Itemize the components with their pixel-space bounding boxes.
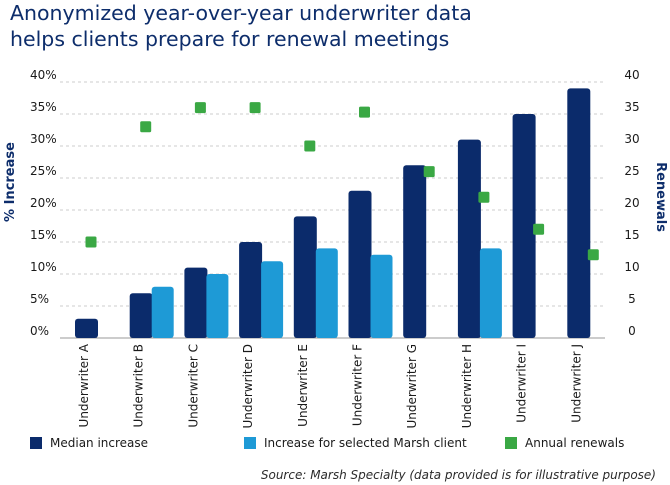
right-tick-label: 35 [624, 100, 639, 114]
left-tick-label: 15% [30, 228, 57, 242]
right-tick-label: 20 [624, 196, 639, 210]
bars-group [75, 88, 591, 339]
right-axis-ticks: 0 5 10 15 20 25 30 35 40 [624, 68, 639, 338]
y-axis-label-right: Renewals [653, 162, 668, 232]
renewal-point [423, 166, 435, 178]
x-tick-label: Underwriter A [77, 343, 91, 427]
x-tick-label: Underwriter H [460, 344, 474, 428]
renewal-point [587, 249, 599, 261]
bar-client [315, 248, 338, 338]
legend-median-swatch [30, 437, 42, 449]
renewal-point [304, 140, 316, 152]
x-tick-label: Underwriter G [405, 344, 419, 429]
x-tick-label: Underwriter C [186, 344, 200, 428]
bar-median [129, 293, 153, 338]
legend-median-label: Median increase [50, 436, 149, 450]
x-tick-label: Underwriter B [132, 344, 146, 427]
renewal-points-group [85, 102, 599, 261]
legend-client-swatch [244, 437, 256, 449]
bar-client [370, 254, 393, 338]
x-tick-label: Underwriter F [351, 344, 365, 426]
legend-client-label: Increase for selected Marsh client [264, 436, 467, 450]
bar-client [261, 261, 284, 338]
grid-lines [60, 81, 605, 339]
legend-renewals-swatch [505, 437, 517, 449]
chart-title-line-2: helps clients prepare for renewal meetin… [10, 27, 450, 51]
right-tick-label: 15 [624, 228, 639, 242]
bar-median [348, 190, 372, 338]
y-axis-label-left: % Increase [3, 142, 18, 222]
bar-client [206, 274, 229, 338]
renewal-point [85, 236, 97, 248]
left-tick-label: 5% [30, 292, 49, 306]
bar-median [239, 242, 263, 338]
right-tick-label: 40 [624, 68, 639, 82]
bar-median [75, 318, 98, 338]
legend-median: Median increase [30, 434, 148, 452]
legend-renewals-label: Annual renewals [525, 436, 625, 450]
right-tick-label: 5 [628, 292, 636, 306]
renewal-point [478, 191, 490, 203]
x-tick-label: Underwriter E [296, 344, 310, 427]
bar-median [184, 267, 208, 338]
right-tick-label: 10 [624, 260, 639, 274]
x-axis-ticks: Underwriter A Underwriter B Underwriter C U… [77, 343, 583, 428]
x-tick-label: Underwriter D [241, 344, 255, 428]
chart-canvas: 0% 5% 10% 15% 20% 25% 30% 35% 40% 0 5 10 15 20 25 30 35… [3, 68, 668, 429]
bar-median [293, 216, 317, 338]
bar-client [479, 248, 502, 338]
bar-median [403, 165, 427, 338]
x-tick-label: Underwriter I [515, 344, 529, 423]
bar-median [512, 114, 536, 338]
legend-renewals: Annual renewals [505, 434, 624, 452]
bar-client [151, 286, 174, 338]
left-tick-label: 10% [30, 260, 57, 274]
left-tick-label: 35% [30, 100, 57, 114]
renewal-point [249, 102, 261, 114]
left-axis-ticks: 0% 5% 10% 15% 20% 25% 30% 35% 40% [30, 68, 57, 338]
bar-median [457, 139, 481, 338]
renewal-point [194, 102, 206, 114]
bar-median [567, 88, 591, 339]
renewal-point [359, 106, 370, 118]
right-tick-label: 0 [628, 324, 636, 338]
renewal-point [533, 223, 545, 235]
renewal-point [140, 121, 152, 133]
left-tick-label: 40% [30, 68, 57, 82]
chart-title: Anonymized year-over-year underwriter da… [10, 0, 650, 52]
legend-client: Increase for selected Marsh client [244, 434, 467, 452]
right-tick-label: 30 [624, 132, 639, 146]
left-tick-label: 20% [30, 196, 57, 210]
x-tick-label: Underwriter J [569, 344, 583, 423]
left-tick-label: 30% [30, 132, 57, 146]
left-tick-label: 25% [30, 164, 57, 178]
source-note: Source: Marsh Specialty (data provided i… [260, 468, 656, 482]
right-tick-label: 25 [624, 164, 639, 178]
left-tick-label: 0% [30, 324, 49, 338]
chart-title-line-1: Anonymized year-over-year underwriter da… [10, 1, 472, 25]
